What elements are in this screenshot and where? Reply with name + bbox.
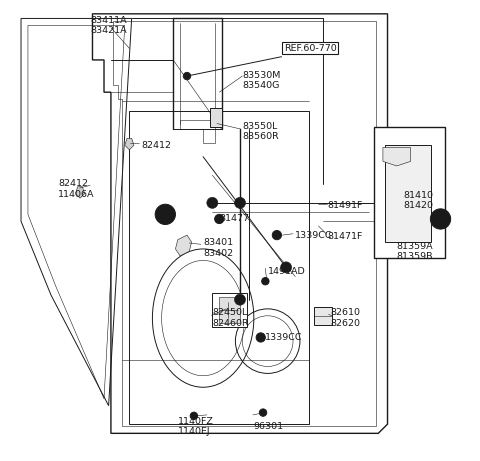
- Bar: [219, 297, 240, 323]
- Circle shape: [431, 209, 451, 229]
- Text: 1339CC: 1339CC: [265, 333, 303, 342]
- Text: 83530M
83540G: 83530M 83540G: [242, 71, 281, 90]
- Text: 81477: 81477: [219, 214, 249, 224]
- Circle shape: [262, 278, 269, 285]
- Circle shape: [190, 412, 198, 420]
- Text: 81410
81420: 81410 81420: [404, 191, 433, 210]
- Text: 81471F: 81471F: [327, 231, 363, 241]
- Circle shape: [192, 414, 196, 418]
- Circle shape: [183, 72, 191, 80]
- Text: A: A: [162, 210, 168, 219]
- Circle shape: [272, 230, 281, 240]
- Text: 1339CC: 1339CC: [295, 230, 333, 240]
- Text: 1491AD: 1491AD: [268, 266, 305, 276]
- Circle shape: [256, 333, 265, 342]
- Polygon shape: [383, 148, 410, 166]
- Text: 82450L
82460R: 82450L 82460R: [212, 308, 249, 328]
- Text: 82412
11406A: 82412 11406A: [58, 179, 95, 199]
- Bar: [210, 108, 222, 127]
- Text: 1140FZ
1140EJ: 1140FZ 1140EJ: [178, 417, 214, 436]
- Polygon shape: [125, 138, 134, 150]
- Circle shape: [281, 262, 292, 273]
- Circle shape: [258, 335, 263, 340]
- Text: 82412: 82412: [141, 141, 171, 150]
- Circle shape: [261, 411, 265, 414]
- Text: 81359A
81359B: 81359A 81359B: [397, 242, 433, 261]
- Text: 96301: 96301: [254, 422, 284, 431]
- Bar: [385, 145, 432, 242]
- Circle shape: [215, 214, 224, 224]
- Circle shape: [155, 204, 176, 225]
- Circle shape: [234, 197, 246, 208]
- Text: REF.60-770: REF.60-770: [284, 44, 336, 53]
- Circle shape: [275, 233, 279, 237]
- Polygon shape: [176, 235, 192, 256]
- Circle shape: [234, 294, 246, 305]
- Text: 81491F: 81491F: [327, 201, 363, 210]
- Text: 83411A
83421A: 83411A 83421A: [90, 16, 127, 35]
- Circle shape: [259, 409, 267, 416]
- Polygon shape: [75, 187, 84, 198]
- Bar: [314, 307, 332, 325]
- Text: 83550L
83560R: 83550L 83560R: [242, 122, 279, 141]
- Bar: [374, 127, 445, 258]
- Circle shape: [207, 197, 218, 208]
- Text: 82610
82620: 82610 82620: [330, 308, 360, 328]
- Bar: [212, 293, 247, 327]
- Text: A: A: [437, 214, 444, 224]
- Text: 83401
83402: 83401 83402: [203, 238, 233, 258]
